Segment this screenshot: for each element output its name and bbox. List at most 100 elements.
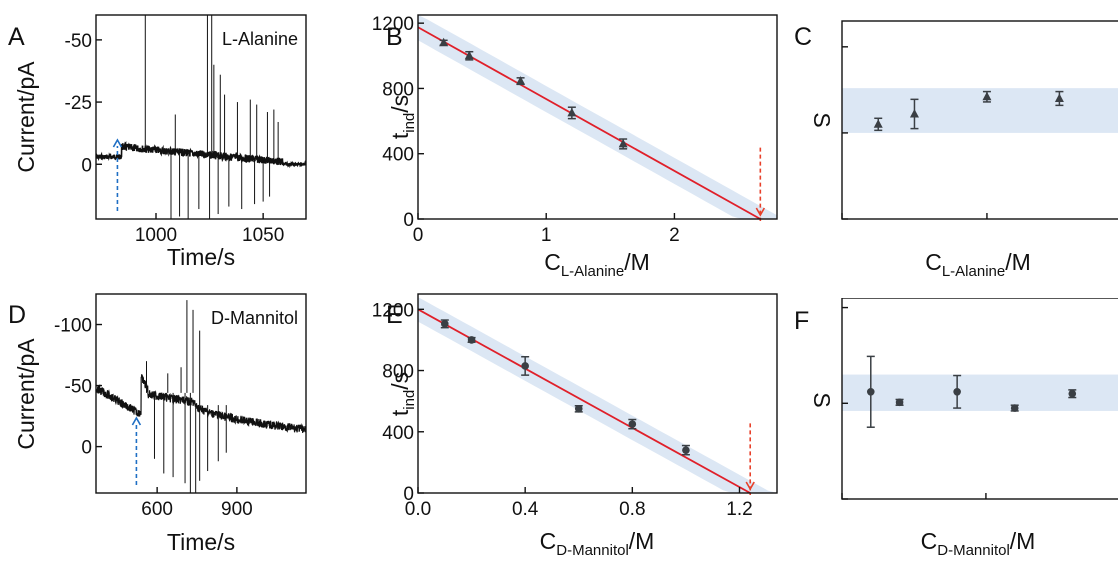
data-point — [567, 107, 577, 117]
confidence-band — [418, 15, 777, 219]
data-point — [895, 398, 904, 407]
panel-letter-a: A — [8, 23, 25, 51]
data-point — [467, 336, 476, 344]
data-point — [440, 320, 449, 328]
current-trace — [95, 374, 307, 434]
x-tick-label: 1000 — [135, 225, 177, 246]
y-tick-label: -50 — [65, 377, 92, 398]
y-tick-label: -25 — [65, 93, 92, 114]
current-trace — [95, 140, 307, 169]
plot-frame — [417, 293, 778, 494]
panel-letters: A B C D E F — [8, 23, 812, 335]
annotation-label: D-Mannitol — [211, 308, 298, 328]
plot-frame — [841, 20, 1118, 220]
x-tick-label: 900 — [221, 499, 253, 520]
y-axis-label: tind/s — [387, 95, 418, 139]
panel-letter-e: E — [386, 301, 403, 329]
panel-a: L-Alanine 1000 1050 -50 -25 0 — [65, 14, 307, 246]
y-tick-label: 400 — [382, 145, 414, 166]
start-arrow-head — [131, 416, 142, 426]
range-band — [842, 374, 1118, 411]
y-axis-label: tind/s — [387, 372, 418, 416]
x-tick-label: 0.0 — [829, 505, 855, 526]
y-axis-label: Current/pA — [13, 338, 39, 450]
panel-letter-f: F — [794, 307, 809, 335]
y-tick-label: -100 — [54, 316, 92, 337]
x-tick-label: 1050 — [242, 225, 284, 246]
x-tick-label: 0.4 — [512, 499, 539, 520]
data-point — [1010, 404, 1019, 412]
plot-frame — [95, 293, 307, 494]
panel-b: 0 1 2 0 400 800 1200 — [372, 14, 778, 246]
panel-letter-b: B — [386, 23, 403, 51]
x-tick-label: 0.8 — [974, 225, 1000, 246]
data-point — [953, 388, 961, 396]
x-tick-label: 0.0 — [829, 225, 855, 246]
x-tick-label: 600 — [141, 499, 173, 520]
y-tick-label: 0 — [827, 210, 838, 231]
y-tick-label: 0 — [81, 155, 92, 176]
data-point — [873, 119, 883, 128]
intercept-arrow-head — [745, 481, 755, 491]
plot-frame — [841, 298, 1118, 500]
panel-d: D-Mannitol 600 900 -100 -50 0 — [54, 293, 307, 520]
data-point — [909, 108, 919, 118]
annotation-label: L-Alanine — [222, 29, 298, 49]
axis-labels: Time/s Time/s Current/pA Current/pA CL-Alani… — [13, 61, 1035, 559]
y-tick-label: 0 — [403, 484, 414, 505]
start-arrow-head — [112, 138, 123, 148]
data-point — [574, 405, 583, 413]
x-axis-label: Time/s — [167, 244, 235, 270]
y-tick-label: 1200 — [372, 14, 414, 35]
x-tick-label: 2 — [669, 225, 680, 246]
range-band — [842, 88, 1118, 133]
y-tick-label: 0 — [827, 490, 838, 511]
y-tick-label: 800 — [382, 79, 414, 100]
fit-line — [417, 308, 751, 494]
y-tick-label: 2 — [827, 299, 838, 320]
plot-frame — [417, 14, 778, 220]
data-point — [866, 388, 875, 396]
intercept-arrow-head — [755, 207, 766, 217]
y-axis-label: S — [809, 112, 835, 127]
y-tick-label: 0 — [403, 210, 414, 231]
x-axis-label: CL-Alanine/M — [925, 249, 1031, 280]
data-point — [682, 446, 690, 454]
x-tick-label: 1.2 — [726, 499, 752, 520]
data-point — [521, 362, 529, 370]
y-axis-label: Current/pA — [13, 61, 39, 173]
x-axis-label: CD-Mannitol/M — [921, 528, 1036, 559]
y-axis-label: S — [809, 392, 835, 407]
data-point — [464, 50, 474, 60]
panel-c: 0.00.81.6012 — [827, 20, 1118, 246]
data-point — [439, 37, 449, 47]
y-tick-label: 400 — [382, 423, 414, 444]
y-tick-label: -50 — [65, 31, 92, 52]
confidence-band — [418, 297, 777, 493]
panel-e: 0.0 0.4 0.8 1.2 0 400 800 1200 — [372, 293, 778, 520]
x-axis-label: Time/s — [167, 529, 235, 555]
data-point — [618, 138, 628, 148]
y-tick-label: 0 — [81, 438, 92, 459]
y-tick-label: 800 — [382, 362, 414, 383]
data-point — [1068, 389, 1077, 398]
x-axis-label: CD-Mannitol/M — [540, 528, 655, 559]
panel-letter-c: C — [794, 23, 812, 51]
plot-frame — [95, 14, 307, 220]
data-point — [1054, 93, 1064, 102]
x-tick-label: 0.8 — [619, 499, 645, 520]
y-tick-label: 2 — [827, 38, 838, 59]
panel-letter-d: D — [8, 301, 26, 329]
x-tick-label: 0 — [413, 225, 424, 246]
data-point — [628, 420, 637, 428]
x-axis-label: CL-Alanine/M — [544, 249, 650, 280]
x-tick-label: 0.0 — [405, 499, 431, 520]
x-tick-label: 1 — [541, 225, 552, 246]
x-tick-label: 0.5 — [973, 505, 999, 526]
data-point — [516, 76, 526, 85]
y-tick-label: 1200 — [372, 300, 414, 321]
data-point — [982, 91, 992, 101]
fit-line — [417, 26, 761, 220]
